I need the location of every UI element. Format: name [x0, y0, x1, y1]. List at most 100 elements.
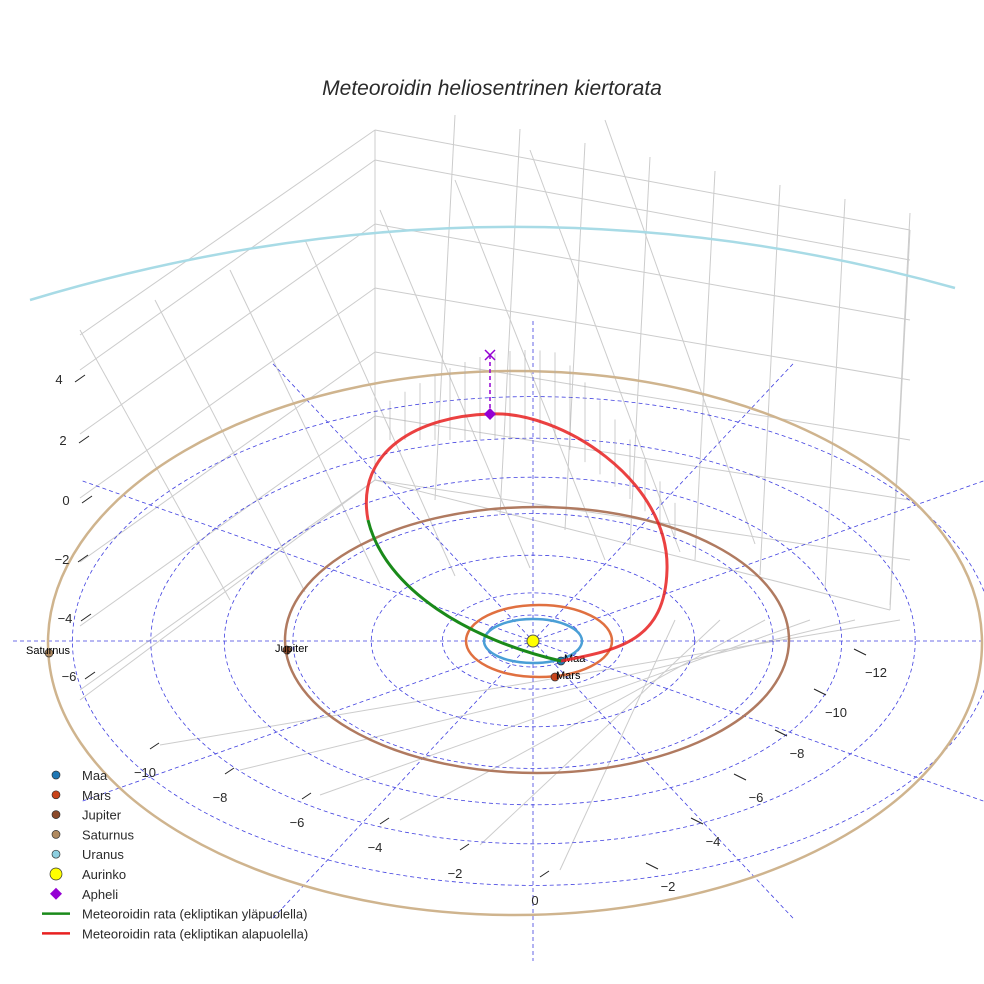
grid-line [824, 198, 846, 591]
z-tick-mark [80, 613, 92, 622]
grid-line [604, 119, 756, 545]
legend-label: Aurinko [82, 867, 126, 882]
y-tick-label: −2 [661, 879, 676, 894]
z-tick-mark [81, 495, 93, 504]
y-tick-mark [733, 773, 747, 781]
grid-line [239, 619, 856, 771]
z-tick-label: −6 [62, 669, 77, 684]
legend-item[interactable]: Jupiter [51, 808, 122, 823]
grid-line [374, 351, 911, 441]
y-tick-label: −12 [865, 665, 887, 680]
y-tick-mark [853, 648, 867, 656]
legend-label: Saturnus [82, 827, 135, 842]
x-tick-label: −10 [134, 765, 156, 780]
x-tick-mark [539, 870, 550, 878]
legend-item[interactable]: Meteoroidin rata (ekliptikan yläpuolella… [42, 907, 307, 922]
z-tick-label: −2 [55, 552, 70, 567]
grid-line [374, 223, 911, 321]
legend-circle-icon [49, 867, 63, 881]
planet-mars [550, 672, 560, 682]
legend-item[interactable]: Saturnus [51, 827, 135, 842]
axis-grid [79, 114, 911, 871]
orbit-mars [464, 603, 614, 679]
z-tick-label: 2 [59, 433, 66, 448]
meteoroid-orbit [364, 349, 676, 663]
axis-ticks: 4 2 0 −2 −4 −6 −10 −8 −6 −4 −2 0 −12 −10 −8 −6 −4 −2 [55, 372, 887, 908]
orbit-uranus [29, 225, 956, 302]
grid-line [559, 619, 676, 871]
grid-line [434, 114, 456, 501]
x-tick-label: −6 [290, 815, 305, 830]
grid-line [79, 351, 376, 563]
x-tick-mark [379, 817, 390, 825]
legend-item[interactable]: Maa [51, 768, 108, 783]
grid-line [79, 479, 376, 691]
y-tick-label: −10 [825, 705, 847, 720]
x-tick-label: −8 [213, 790, 228, 805]
aphelion-marker [484, 408, 496, 420]
legend-label: Mars [82, 788, 111, 803]
x-tick-mark [459, 843, 470, 851]
planet-label: Jupiter [275, 643, 308, 655]
legend-circle-icon [51, 849, 61, 859]
planet-label: Mars [556, 670, 581, 682]
chart-title: Meteoroidin heliosentrinen kiertorata [322, 77, 662, 100]
grid-line [319, 619, 811, 796]
grid-line [229, 269, 381, 585]
sun-marker [526, 634, 540, 648]
legend-label: Meteoroidin rata (ekliptikan alapuolella… [82, 926, 308, 941]
z-tick-mark [84, 671, 96, 680]
legend-item[interactable]: Meteoroidin rata (ekliptikan alapuolella… [42, 926, 308, 941]
grid-line [374, 415, 911, 501]
orbit-jupiter [283, 505, 791, 775]
grid-line [529, 149, 681, 553]
legend[interactable]: Maa Mars Jupiter Saturnus Uranus Aurinko Aphel… [42, 768, 308, 941]
y-tick-mark [690, 817, 704, 825]
grid-line [154, 299, 306, 593]
legend-circle-icon [51, 770, 61, 780]
legend-item[interactable]: Aurinko [49, 867, 126, 882]
grid-line [889, 212, 911, 606]
orbit-saturnus [46, 369, 984, 917]
grid-line [79, 479, 376, 701]
grid-line [79, 415, 376, 627]
y-tick-mark [813, 688, 827, 696]
legend-circle-icon [51, 810, 61, 819]
z-tick-mark [77, 554, 89, 563]
legend-item[interactable]: Mars [51, 788, 111, 803]
grid-line [79, 223, 376, 435]
z-tick-label: −4 [58, 611, 73, 626]
planet-saturnus [44, 648, 54, 658]
z-tick-mark [74, 374, 86, 383]
grid-line [629, 156, 651, 546]
grid-line [79, 287, 376, 499]
z-tick-mark [78, 435, 90, 444]
x-tick-mark [301, 792, 312, 800]
y-tick-mark [774, 729, 788, 737]
x-tick-label: 0 [531, 893, 538, 908]
legend-label: Maa [82, 768, 108, 783]
planet-orbits: Maa Mars Jupiter Saturnus [26, 225, 984, 917]
grid-line [374, 129, 911, 231]
x-tick-label: −2 [448, 866, 463, 881]
x-tick-mark [149, 742, 160, 750]
grid-line [374, 287, 911, 381]
z-tick-label: 0 [62, 493, 69, 508]
ecliptic-ring [150, 437, 916, 845]
legend-label: Meteoroidin rata (ekliptikan yläpuolella… [82, 907, 307, 922]
legend-diamond-icon [50, 887, 62, 900]
legend-label: Uranus [82, 847, 124, 862]
aphelion-projection-marker [484, 349, 496, 361]
x-tick-mark [224, 767, 235, 775]
grid-line [499, 128, 521, 516]
grid-line [79, 159, 376, 371]
y-tick-mark [645, 862, 659, 870]
grid-line [694, 170, 716, 561]
legend-item[interactable]: Uranus [51, 847, 124, 862]
legend-circle-icon [51, 830, 61, 839]
legend-item[interactable]: Apheli [50, 887, 118, 902]
x-tick-label: −4 [368, 840, 383, 855]
grid-line [479, 619, 721, 846]
